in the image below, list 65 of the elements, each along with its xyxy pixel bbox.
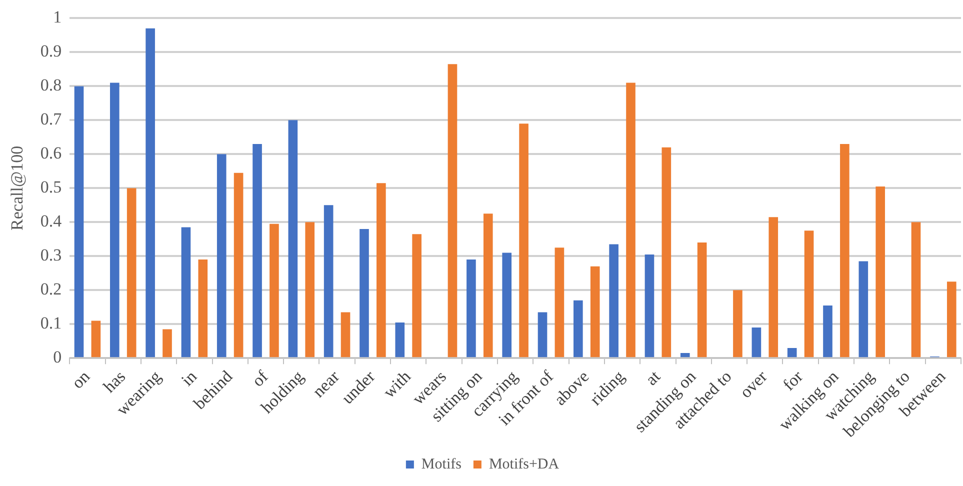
bar (305, 222, 315, 358)
bar (911, 222, 921, 358)
bar (787, 348, 797, 358)
y-tick-label: 0.8 (40, 76, 62, 95)
bar (198, 260, 208, 358)
bar (662, 147, 672, 358)
bar (876, 186, 885, 358)
y-axis-title: Recall@100 (8, 146, 27, 230)
bar (626, 82, 636, 358)
bar (412, 234, 422, 358)
bar (252, 144, 262, 358)
x-tick-label: with (380, 366, 415, 402)
bar (216, 154, 226, 358)
bar (840, 144, 850, 358)
y-tick-label: 0.3 (40, 246, 62, 265)
bar (680, 353, 690, 358)
x-tick-label: near (308, 366, 344, 402)
bar (946, 282, 956, 358)
bar (697, 242, 707, 358)
bar (823, 305, 832, 358)
bar (502, 252, 512, 358)
bar (376, 183, 386, 358)
y-tick-label: 0.6 (40, 144, 62, 163)
x-tick-label: over (736, 366, 772, 402)
bar (554, 248, 564, 358)
bar (395, 322, 405, 358)
bar (360, 228, 369, 358)
bar (110, 82, 120, 358)
bar (483, 214, 493, 358)
y-tick-label: 0.2 (40, 280, 62, 299)
bar (234, 172, 244, 358)
y-tick-label: 0.4 (40, 212, 62, 231)
bar (91, 320, 101, 358)
y-tick-label: 0 (53, 348, 62, 367)
x-tick-label: on (68, 366, 94, 392)
bar (448, 64, 458, 358)
x-tick-label: at (642, 366, 664, 390)
bar (804, 230, 814, 358)
bar (162, 329, 172, 358)
y-tick-label: 1 (53, 8, 62, 27)
bar (126, 188, 136, 358)
bar (858, 261, 868, 358)
bar (609, 244, 618, 358)
bar (466, 260, 476, 358)
y-tick-label: 0.9 (40, 42, 62, 61)
bar (74, 86, 84, 358)
bar (590, 266, 600, 358)
y-tick-label: 0.1 (40, 314, 62, 333)
y-tick-label: 0.5 (40, 178, 62, 197)
bar (644, 254, 654, 358)
bar (574, 300, 583, 358)
bar (181, 227, 191, 358)
bar (324, 205, 334, 358)
bar (270, 224, 279, 358)
bar (519, 124, 528, 358)
bar (768, 217, 778, 358)
bar (340, 312, 350, 358)
y-tick-label: 0.7 (40, 110, 62, 129)
bar (288, 120, 298, 358)
legend-label: Motifs (421, 456, 462, 472)
bar (538, 312, 548, 358)
bar (146, 28, 155, 358)
legend-label: Motifs+DA (488, 456, 560, 472)
bar (733, 290, 742, 358)
bar (752, 328, 762, 358)
